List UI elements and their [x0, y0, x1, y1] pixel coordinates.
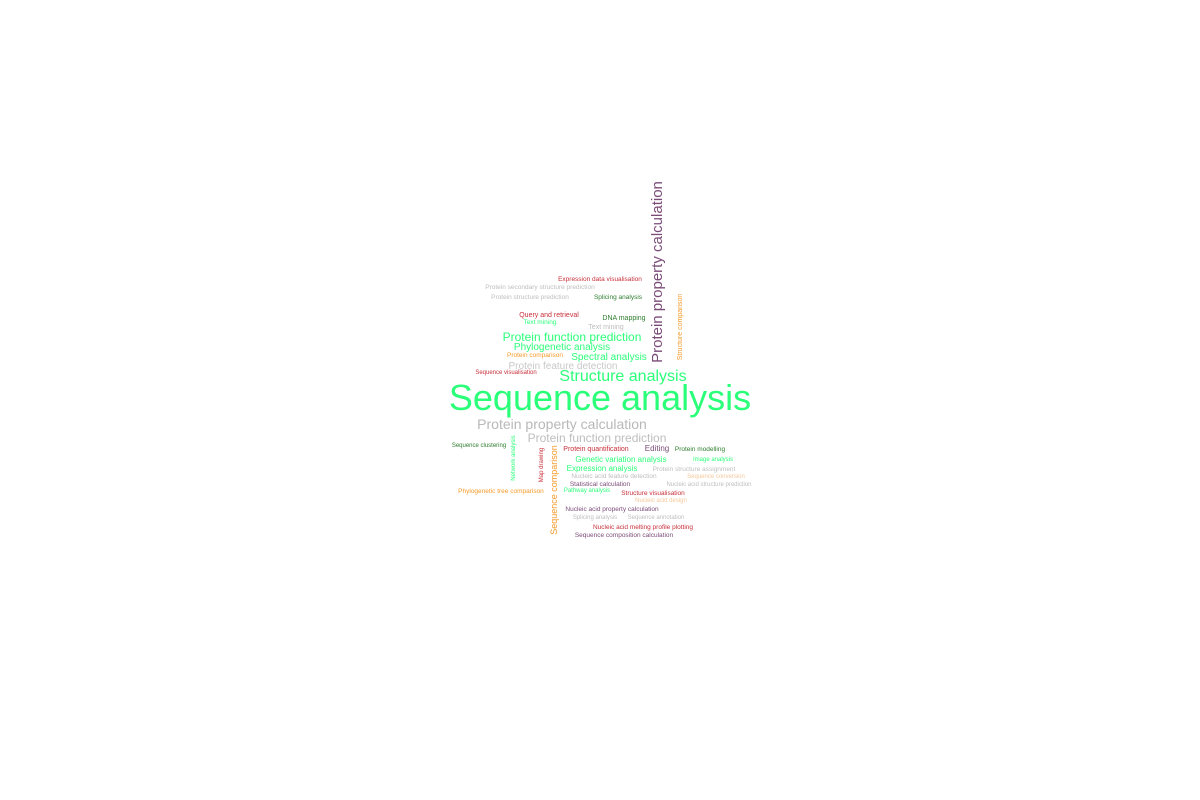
word-map-drawing-vertical: Map drawing	[539, 448, 545, 482]
word-sequence-annotation: Sequence annotation	[628, 515, 685, 521]
word-protein-structure-prediction: Protein structure prediction	[491, 294, 569, 301]
word-protein-feature-detection: Protein feature detection	[509, 361, 618, 372]
word-protein-comparison: Protein comparison	[507, 352, 563, 359]
word-sequence-clustering: Sequence clustering	[452, 443, 506, 449]
word-splicing-analysis: Splicing analysis	[594, 294, 643, 301]
word-pathway-analysis: Pathway analysis	[564, 488, 610, 494]
word-expression-analysis: Expression analysis	[567, 464, 638, 473]
word-sequence-composition-calculation: Sequence composition calculation	[575, 532, 674, 539]
word-statistical-calculation: Statistical calculation	[570, 481, 631, 488]
word-protein-quantification: Protein quantification	[563, 446, 628, 453]
word-sequence-visualisation: Sequence visualisation	[475, 370, 536, 376]
word-phylogenetic-analysis: Phylogenetic analysis	[514, 342, 610, 353]
word-editing: Editing	[645, 444, 669, 453]
word-protein-property-calculation-vertical: Protein property calculation	[649, 181, 666, 363]
word-text-mining-green: Text mining	[524, 319, 557, 326]
word-nucleic-acid-structure-prediction: Nucleic acid structure prediction	[666, 482, 751, 488]
word-protein-function-prediction-grey: Protein function prediction	[528, 431, 667, 445]
word-text-mining-grey: Text mining	[588, 324, 624, 331]
word-phylogenetic-tree-comparison: Phylogenetic tree comparison	[458, 488, 544, 495]
word-sequence-conversion: Sequence conversion	[687, 474, 745, 480]
word-structure-comparison-vertical: Structure comparison	[677, 294, 684, 361]
word-structure-analysis: Structure analysis	[559, 368, 686, 385]
word-protein-property-calculation: Protein property calculation	[477, 416, 647, 432]
word-nucleic-acid-feature-detection: Nucleic acid feature detection	[571, 473, 657, 480]
word-nucleic-acid-melting-profile-plotting: Nucleic acid melting profile plotting	[593, 524, 693, 531]
word-protein-secondary-structure-prediction: Protein secondary structure prediction	[485, 284, 595, 291]
word-protein-function-prediction: Protein function prediction	[503, 330, 642, 344]
word-query-and-retrieval: Query and retrieval	[519, 312, 579, 319]
word-splicing-analysis-grey: Splicing analysis	[573, 515, 617, 521]
word-network-analysis-vertical: Network analysis	[511, 435, 517, 480]
word-nucleic-acid-design: Nucleic acid design	[635, 498, 687, 504]
word-genetic-variation-analysis: Genetic variation analysis	[575, 455, 666, 464]
word-nucleic-acid-property-calculation: Nucleic acid property calculation	[565, 506, 659, 513]
word-dna-mapping: DNA mapping	[602, 315, 645, 322]
word-sequence-analysis: Sequence analysis	[449, 377, 751, 418]
word-protein-structure-assignment: Protein structure assignment	[653, 466, 736, 473]
word-spectral-analysis: Spectral analysis	[571, 352, 647, 363]
word-structure-visualisation: Structure visualisation	[621, 490, 685, 497]
word-expression-data-visualisation: Expression data visualisation	[558, 276, 642, 283]
word-image-analysis: Image analysis	[693, 457, 733, 463]
word-protein-modelling: Protein modelling	[675, 446, 726, 453]
word-sequence-comparison-vertical: Sequence comparison	[549, 445, 559, 535]
